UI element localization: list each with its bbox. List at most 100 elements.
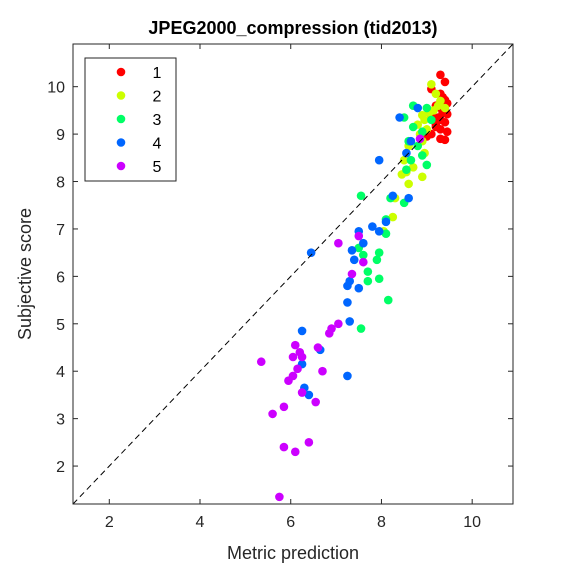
data-point <box>404 193 413 203</box>
legend-marker <box>116 114 126 124</box>
data-point <box>440 103 450 113</box>
data-point <box>279 402 289 412</box>
legend-box <box>84 57 177 182</box>
data-point <box>372 255 382 265</box>
data-point <box>311 397 320 407</box>
legend: 1 2 3 4 5 <box>84 57 177 182</box>
y-tick-label: 7 <box>56 222 65 239</box>
legend-marker <box>116 161 126 171</box>
data-point <box>388 212 398 222</box>
y-tick-label: 10 <box>47 80 65 97</box>
data-point <box>288 352 298 362</box>
x-tick-label: 10 <box>463 514 481 531</box>
data-point <box>304 438 314 447</box>
data-point <box>431 89 441 99</box>
data-point <box>279 442 289 452</box>
identity-reference-line <box>72 43 514 505</box>
data-point <box>383 295 393 305</box>
data-point <box>313 343 323 352</box>
data-point <box>374 248 384 257</box>
data-point <box>363 267 373 276</box>
data-point <box>290 340 300 350</box>
data-point <box>293 364 302 374</box>
data-point <box>297 352 307 362</box>
y-tick-label: 2 <box>56 459 65 476</box>
data-point <box>395 113 404 122</box>
data-point <box>275 492 284 502</box>
data-point <box>343 281 352 291</box>
data-point <box>440 135 450 145</box>
legend-label: 3 <box>153 112 162 129</box>
data-point <box>417 127 427 137</box>
data-point <box>356 324 366 333</box>
data-point <box>436 70 445 80</box>
data-point <box>381 217 391 227</box>
data-point <box>334 319 343 329</box>
data-point <box>324 328 334 338</box>
data-point <box>359 257 368 267</box>
data-point <box>334 238 343 248</box>
data-point <box>359 250 368 260</box>
data-point <box>422 103 432 113</box>
data-point <box>408 162 418 172</box>
data-point <box>388 191 398 201</box>
data-point <box>304 390 314 400</box>
data-point <box>306 248 316 257</box>
data-point <box>415 134 425 144</box>
data-point <box>417 172 427 182</box>
data-point <box>408 122 418 132</box>
legend-marker <box>116 67 126 77</box>
data-point <box>297 388 307 397</box>
legend-label: 5 <box>153 159 162 176</box>
data-points-layer <box>256 70 452 502</box>
data-point <box>440 77 450 87</box>
y-tick-label: 4 <box>56 364 65 381</box>
data-point <box>363 276 373 286</box>
legend-label: 1 <box>153 65 162 82</box>
legend-label: 2 <box>153 89 162 106</box>
data-point <box>343 371 352 381</box>
data-point <box>413 141 423 151</box>
y-tick-label: 6 <box>56 269 65 286</box>
data-point <box>349 255 359 265</box>
data-point <box>374 274 384 284</box>
y-tick-label: 3 <box>56 412 65 429</box>
data-point <box>354 231 364 241</box>
data-point <box>402 148 411 158</box>
data-point <box>368 222 377 231</box>
legend-label: 4 <box>153 136 162 153</box>
data-point <box>347 269 357 279</box>
data-point <box>381 229 391 238</box>
y-tick-label: 8 <box>56 175 65 192</box>
data-point <box>399 155 409 165</box>
x-tick-label: 6 <box>286 514 295 531</box>
data-point <box>406 155 416 165</box>
data-point <box>268 409 277 419</box>
data-point <box>440 117 450 127</box>
data-point <box>347 245 357 255</box>
y-axis-label: Subjective score <box>15 208 35 340</box>
x-axis-label: Metric prediction <box>227 543 359 563</box>
data-point <box>374 155 384 165</box>
data-point <box>290 447 300 457</box>
series-5 <box>256 134 425 502</box>
legend-marker <box>116 91 126 100</box>
y-tick-label: 9 <box>56 127 65 144</box>
data-point <box>404 179 413 189</box>
data-point <box>427 115 436 125</box>
data-point <box>413 103 423 113</box>
data-point <box>420 115 429 125</box>
data-point <box>427 80 436 89</box>
data-point <box>422 160 432 170</box>
data-point <box>417 151 427 160</box>
x-tick-label: 8 <box>377 514 386 531</box>
data-point <box>256 357 266 367</box>
x-tick-label: 2 <box>105 514 114 531</box>
data-point <box>359 238 368 248</box>
data-point <box>442 127 452 137</box>
plot-frame <box>72 43 514 505</box>
data-point <box>354 283 364 293</box>
y-tick-label: 5 <box>56 317 65 334</box>
legend-marker <box>116 138 126 147</box>
